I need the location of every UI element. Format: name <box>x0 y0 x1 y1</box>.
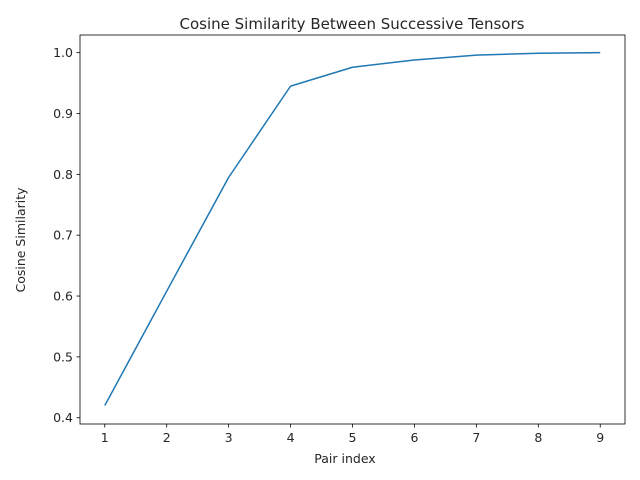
y-tick-label: 0.6 <box>53 289 73 304</box>
x-tick-label: 9 <box>596 430 604 445</box>
x-tick-label: 8 <box>534 430 542 445</box>
y-tick-label: 0.5 <box>53 349 73 364</box>
x-axis-title: Pair index <box>314 451 375 466</box>
x-tick-label: 3 <box>225 430 233 445</box>
series-line <box>104 51 601 406</box>
y-tick-label: 0.8 <box>53 167 73 182</box>
chart-title: Cosine Similarity Between Successive Ten… <box>180 15 525 33</box>
y-tick-label: 0.4 <box>53 410 73 425</box>
x-tick-label: 2 <box>163 430 171 445</box>
x-tick-label: 4 <box>287 430 295 445</box>
y-axis-title: Cosine Similarity <box>13 187 28 293</box>
x-tick-label: 5 <box>349 430 357 445</box>
y-tick-label: 1.0 <box>53 45 73 60</box>
x-tick-label: 6 <box>410 430 418 445</box>
y-tick-label: 0.9 <box>53 106 73 121</box>
axes-frame <box>79 34 626 425</box>
x-tick-label: 1 <box>101 430 109 445</box>
plot-area: 1 2 3 4 5 6 7 8 9 0.4 0.5 0.6 0.7 0.8 0.9 1.0 <box>53 34 626 445</box>
y-tick-label: 0.7 <box>53 228 73 243</box>
x-tick-label: 7 <box>472 430 480 445</box>
